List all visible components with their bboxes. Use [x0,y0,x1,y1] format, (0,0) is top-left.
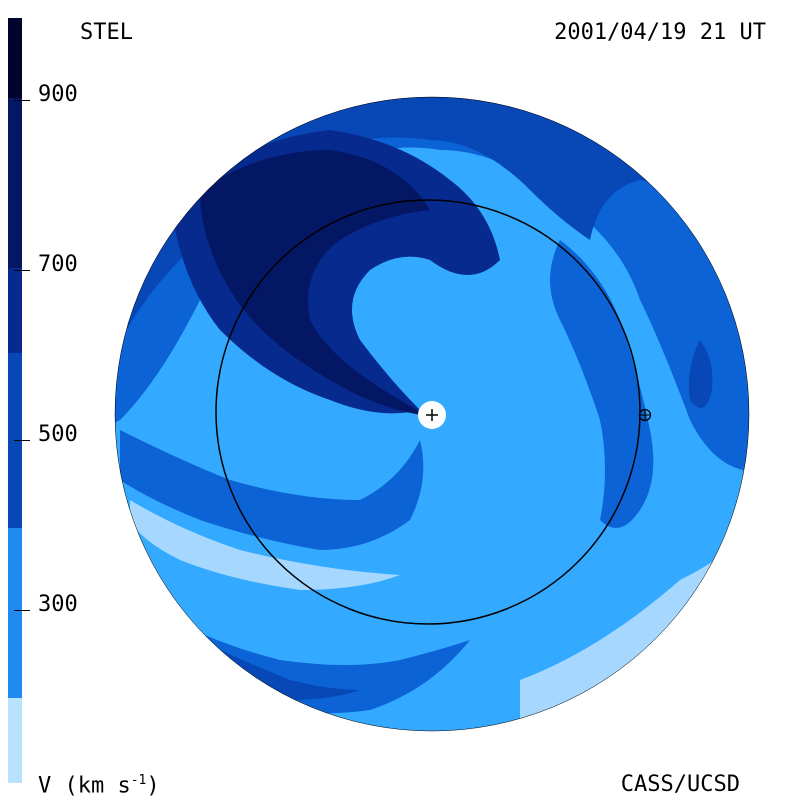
contour-400-east-band [550,240,654,528]
colorbar-tick [14,270,30,271]
sun-marker [418,401,446,429]
footer-units-label: V (km s-1) [38,773,160,799]
contour-700 [200,150,430,416]
velocity-colorbar: 900 700 500 300 [8,18,78,783]
colorbar-segment [8,18,22,98]
colorbar-tick [14,440,30,441]
footer-credit: CASS/UCSD [620,772,740,797]
colorbar-segment [8,528,22,698]
colorbar-label-500: 500 [38,422,78,447]
header-left-title: STEL [80,20,133,45]
colorbar-segment [8,698,22,783]
colorbar-segment [8,268,22,353]
colorbar-tick [14,100,30,101]
earth-marker [638,408,652,422]
contour-400-south [120,430,424,550]
header-date-title: 2001/04/19 21 UT [554,20,766,45]
colorbar-segment [8,98,22,268]
colorbar-label-900: 900 [38,82,78,107]
contour-500-east [688,340,713,408]
colorbar-label-300: 300 [38,592,78,617]
disc-boundary [114,96,750,732]
colorbar-tick [14,610,30,611]
colorbar-label-700: 700 [38,252,78,277]
contour-200-band [130,500,400,590]
